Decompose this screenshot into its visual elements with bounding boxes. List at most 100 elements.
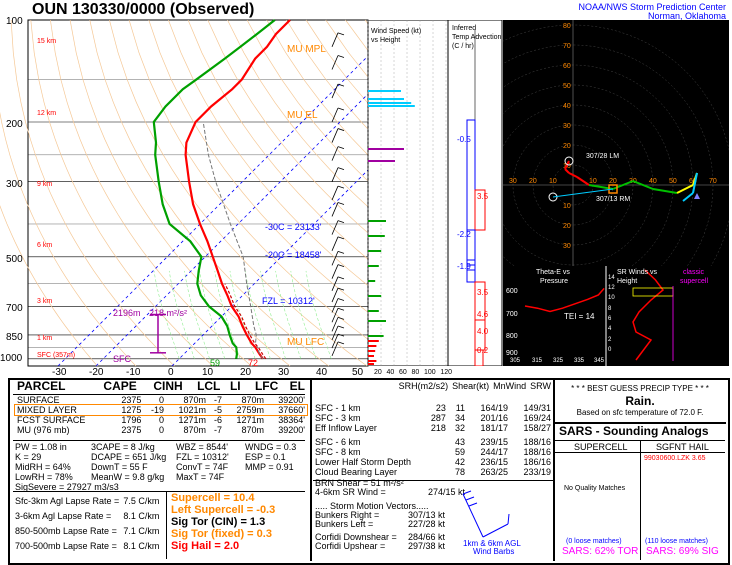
skewt-chart [0,19,370,367]
kinematics-cell: 188/16 [523,437,551,447]
wind-speed-bar [368,265,379,267]
minus20c-label: -20C = 18458' [265,250,322,260]
sars-loose2: (110 loose matches) [645,538,708,545]
parcel-box: PARCEL CAPE CINH LCL LI LFC EL SURFACE 23… [11,379,309,559]
hlabel: 6 km [37,242,53,249]
parcel-row: FCST SURFACE 1796 0 1271m -6 1271m 38364' [15,415,307,425]
parcel-cell: 39200' [278,395,305,405]
thermo-col3: WBZ = 8544' FZL = 10312' ConvT = 74F Max… [176,442,229,482]
wind-barb-flag [337,333,345,337]
dry-adiabat [89,19,329,367]
kinematics-cell: 188/16 [523,447,551,457]
minus30c-label: -30C = 23133' [265,222,322,232]
kinematics-cell: 218 [430,423,446,433]
wind-barb [331,251,339,266]
ttick: 0 [168,367,174,378]
wind-speed-bar [368,295,382,297]
parcel-cell: FCST SURFACE [17,415,86,425]
kinematics-cell [422,457,448,467]
sfc-dewpoint-label: 59 [210,358,221,368]
mu-mpl-label: MU MPL [287,44,326,55]
thermo-col4: WNDG = 0.3 ESP = 0.1 MMP = 0.91 [245,442,296,472]
parcel-table: PARCEL CAPE CINH LCL LI LFC EL [15,379,307,393]
sars-col-hail: SGFNT HAIL [656,442,709,452]
theta-ytick: 900 [506,350,518,357]
thermo-col1: PW = 1.08 in K = 29 MidRH = 64% LowRH = … [15,442,119,492]
kinematics-cell: 186/16 [523,457,551,467]
wind-barb-flag [337,202,345,205]
parcel-cell: 2759m [236,405,264,415]
ttick: -30 [52,367,67,378]
sars-col-supercell: SUPERCELL [574,442,628,452]
parcel-header-row: PARCEL CAPE CINH LCL LI LFC EL [15,379,307,393]
hodo-xtick: 30 [509,178,517,185]
adv-bar [474,189,486,231]
wind-barb-flag [337,341,345,345]
hodograph-segment [652,188,678,194]
meanw: MeanW = 9.8 g/kg [91,472,165,482]
sr-ytick: 8 [608,306,612,312]
corfidi-marker [694,193,700,199]
kinematics-cell: 287 [430,413,446,423]
wind-speed-bar [368,363,374,365]
lm-marker [564,156,574,166]
parcel-cell: 870m [183,395,206,405]
mu-lfc-label: MU LFC [287,337,325,348]
moist-adiabat [168,270,195,359]
wind-barb-flag [337,107,345,111]
org-name: NOAA/NWS Storm Prediction Center [578,2,726,12]
supercell-composite: Supercell = 10.4 [171,492,255,504]
dgz-height-label: 2196m [113,308,141,318]
parcel-cell: 2375 [121,395,142,405]
th-parcel: PARCEL [17,379,66,393]
wind-barb [331,317,339,332]
agl-wind-barbs-icon [462,490,510,538]
wind-speed-bar [368,160,395,162]
sars-sig: SARS: 69% SIG [646,546,719,557]
th-el: EL [289,379,305,393]
tei-label: TEI = 14 [564,312,595,321]
dry-adiabat [10,19,175,367]
dcape: DCAPE = 651 J/kg [91,452,167,462]
parcel-cell: -6 [213,415,222,425]
parcel-cell: -5 [213,405,222,415]
wind-barb-flag [337,236,345,240]
hodo-ring [503,84,674,266]
wtick: 20 [374,369,382,376]
wind-speed-xticks: 20 40 60 80 100 120 [374,369,452,376]
corfidi-up-label: Corfidi Upshear = [315,541,386,551]
kinematics-cell: 169/24 [523,413,551,423]
th-mnwind: MnWind [493,381,527,391]
th-shear: Shear(kt) [452,381,490,391]
dry-adiabat [30,19,214,367]
kinematics-cell: 239/15 [480,437,508,447]
corfidi-down-label: Corfidi Downshear = [315,532,397,542]
left-supercell: Left Supercell = -0.3 [171,504,276,516]
hodo-ytick: 10 [563,203,571,210]
wind-speed-bar [368,355,374,357]
corfidi-up-value: 297/38 kt [408,541,446,551]
theta-ytick: 800 [506,333,518,340]
hodo-ytick: 20 [563,143,571,150]
sr-ytick: 14 [608,275,615,281]
sars-vrule [640,440,641,560]
lapse-cell: 7.1 C/km [123,526,160,536]
downt: DownT = 55 F [91,462,148,472]
wind-speed-bar [368,340,379,342]
wind-barb [331,276,339,291]
sr-subtitle: Height [617,278,638,285]
shear-vector [552,188,614,198]
wind-barb-flag [337,146,345,149]
moist-adiabat [305,270,332,359]
adv-value: 4.6 [477,310,489,319]
lm-label: 307/28 LM [586,153,620,160]
kinematics-cell: 11 [455,403,466,413]
virtual-temp-trace [224,283,267,360]
moist-adiabat [290,270,317,359]
kinematics-cell: 59 [455,447,466,457]
kin-hrule [313,480,553,481]
th-li: LI [229,379,241,393]
k-index: K = 29 [15,452,42,462]
theta-e-profile [524,287,605,313]
